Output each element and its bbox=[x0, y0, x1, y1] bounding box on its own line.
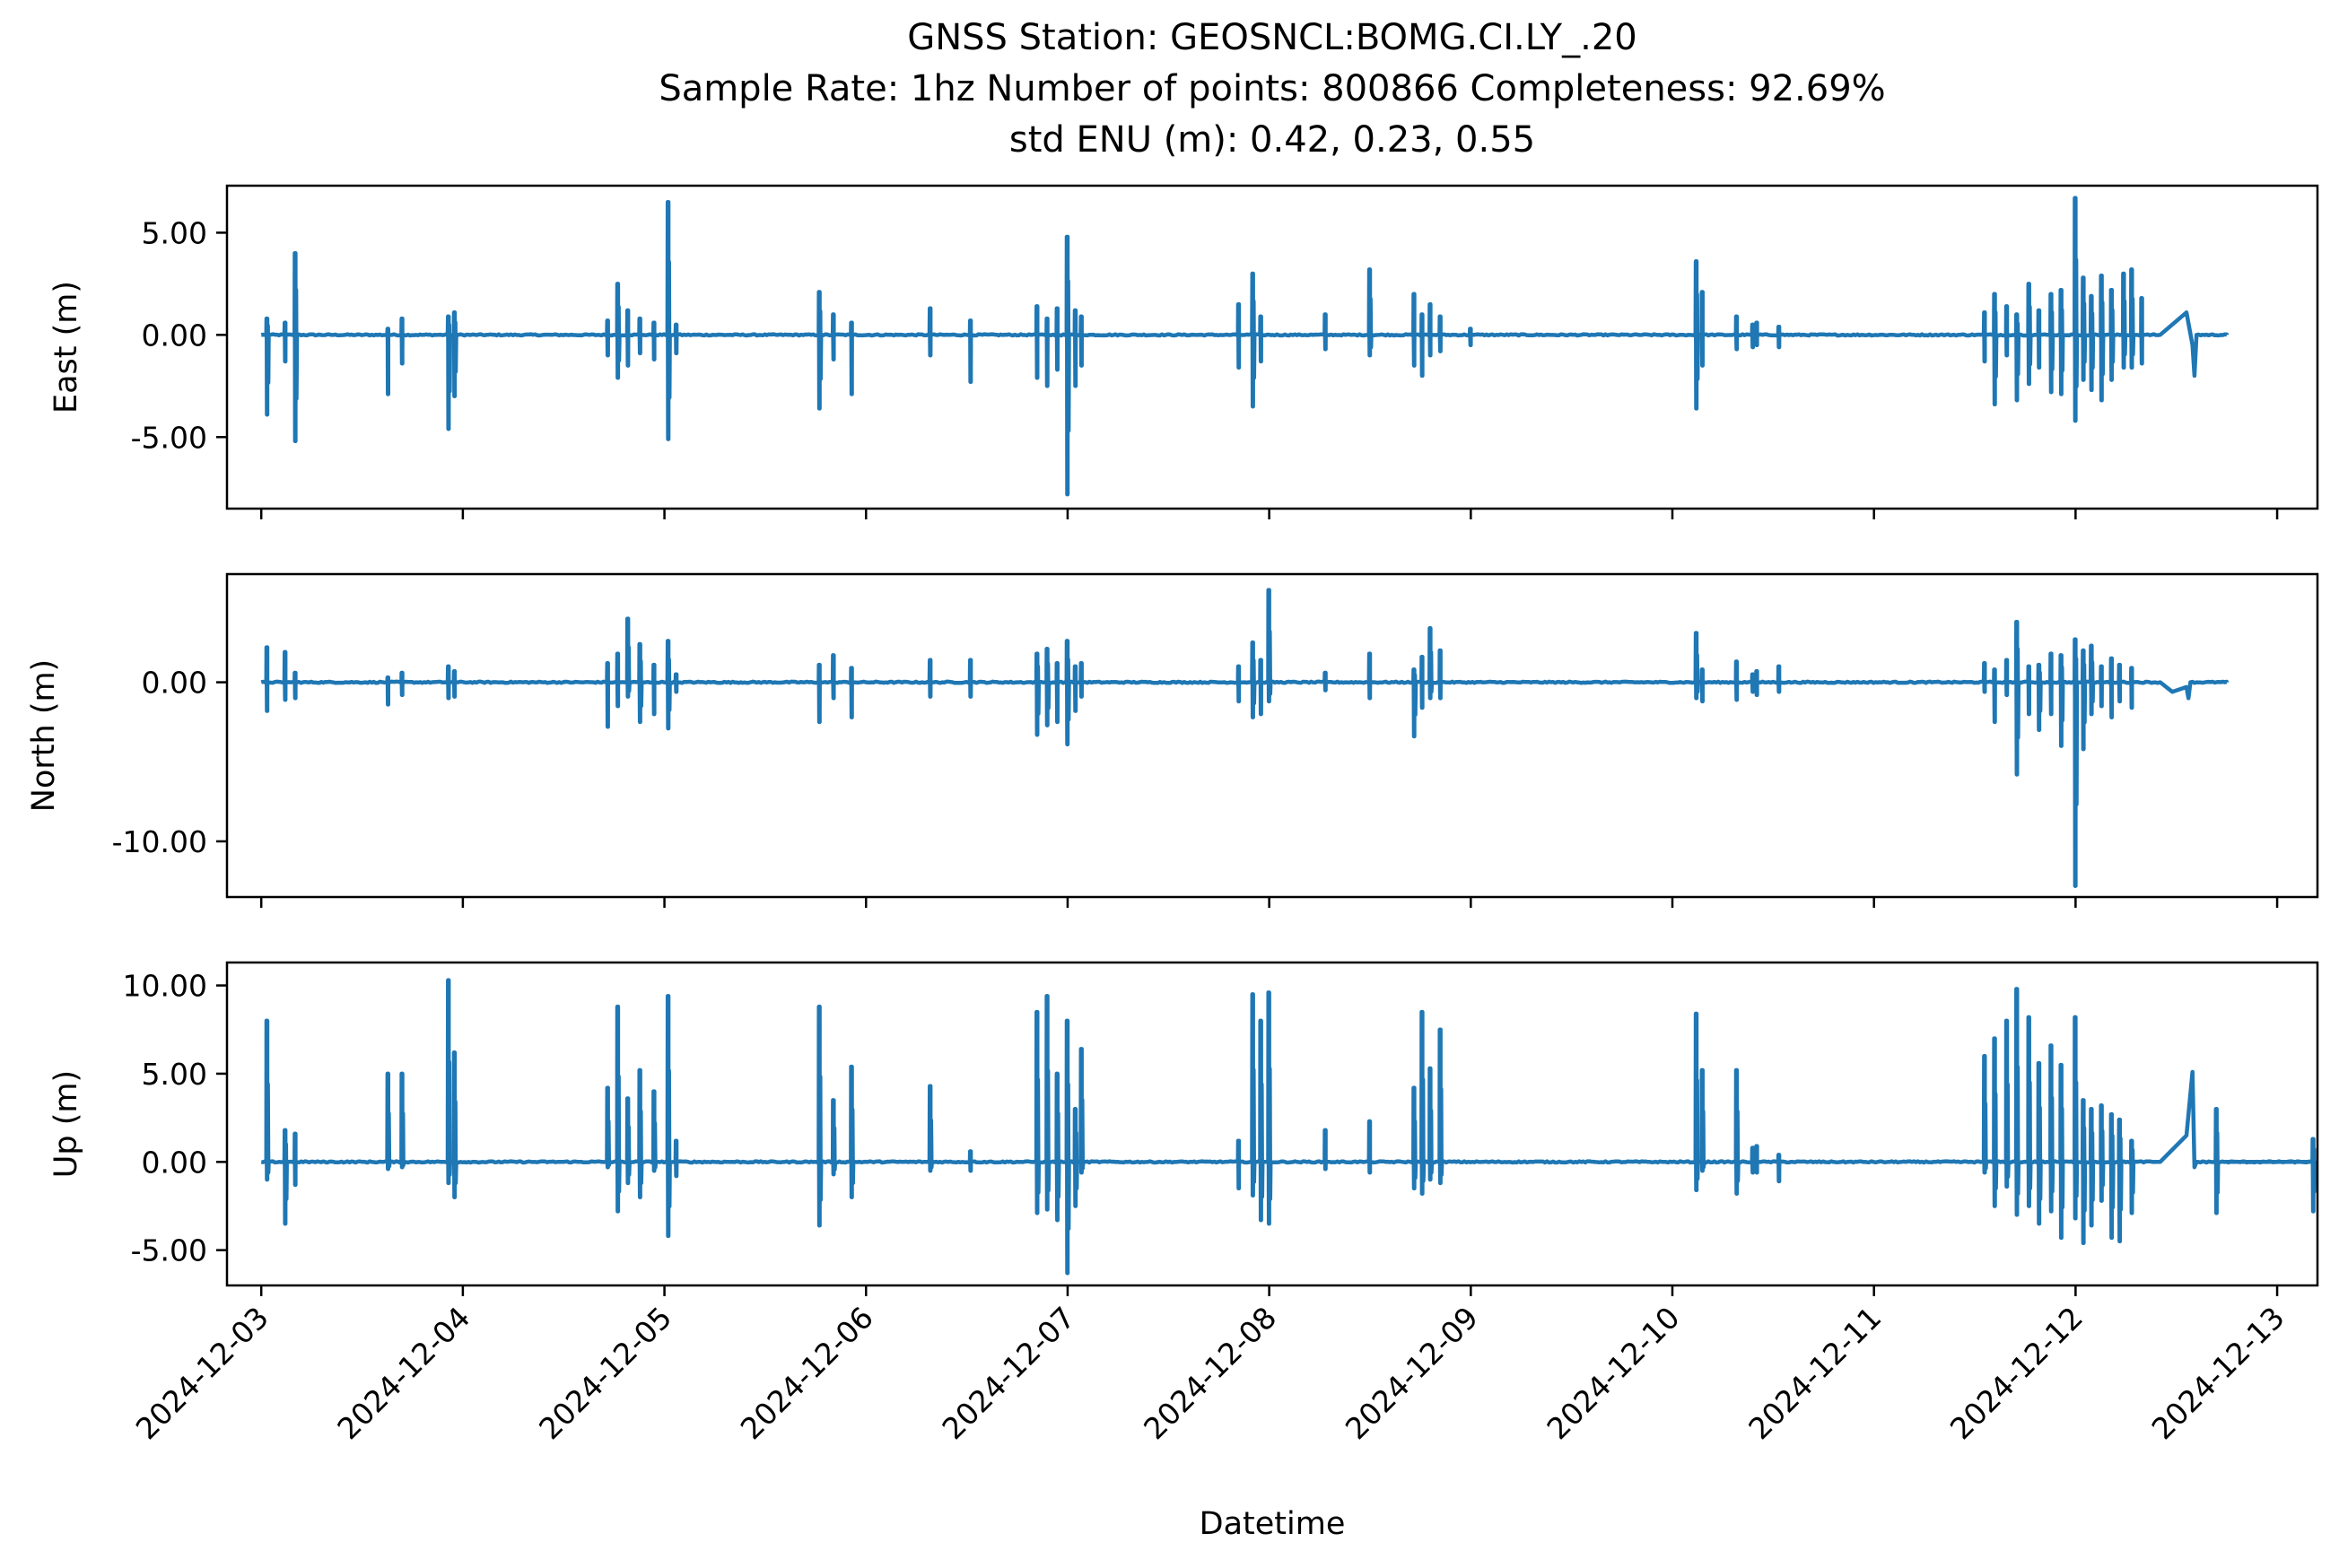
north-ytick-label-0: 0.00 bbox=[142, 666, 207, 701]
up-ytick-label-0: 10.00 bbox=[123, 969, 207, 1004]
north-y-axis-label: North (m) bbox=[26, 659, 62, 812]
up-series-line bbox=[260, 978, 2317, 1276]
chart-title-line-2: Sample Rate: 1hz Number of points: 80086… bbox=[659, 68, 1885, 109]
north-panel: 0.00 -10.00 North (m) bbox=[26, 572, 2319, 908]
up-y-axis-label: Up (m) bbox=[48, 1070, 84, 1178]
up-ytick-label-3: -5.00 bbox=[131, 1233, 207, 1268]
east-ytick-label-1: 0.00 bbox=[142, 318, 207, 353]
north-axes-frame bbox=[225, 572, 2319, 899]
east-y-axis-label: East (m) bbox=[48, 281, 84, 414]
east-ytick-label-2: -5.00 bbox=[131, 420, 207, 455]
chart-title-line-1: GNSS Station: GEOSNCL:BOMG.CI.LY_.20 bbox=[907, 17, 1636, 58]
up-ytick-label-1: 5.00 bbox=[142, 1057, 207, 1092]
up-ytick-label-2: 0.00 bbox=[142, 1145, 207, 1180]
up-axes-frame bbox=[225, 961, 2319, 1287]
x-axis-label: Datetime bbox=[1200, 1506, 1346, 1542]
east-panel: 5.00 0.00 -5.00 East (m) bbox=[48, 184, 2319, 519]
north-ytick-label-1: -10.00 bbox=[112, 824, 207, 859]
east-axes-frame bbox=[225, 184, 2319, 510]
east-ytick-label-0: 5.00 bbox=[142, 215, 207, 250]
chart-title-line-3: std ENU (m): 0.42, 0.23, 0.55 bbox=[1009, 119, 1535, 161]
